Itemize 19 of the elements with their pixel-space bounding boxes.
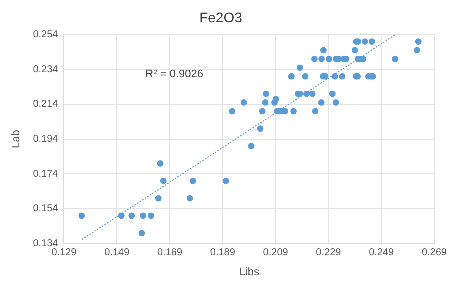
y-tick-label: 0.214: [33, 99, 59, 110]
chart-title: Fe2O3: [200, 9, 243, 26]
y-tick-label: 0.134: [33, 238, 59, 250]
y-tick-label: 0.254: [33, 30, 59, 41]
x-tick-label: 0.269: [422, 248, 448, 259]
y-tick-label: 0.174: [33, 168, 59, 180]
x-tick-label: 0.169: [158, 248, 183, 259]
x-tick-label: 0.229: [316, 248, 342, 259]
annotation: R² = 0.9026: [146, 68, 204, 81]
y-axis-title: Lab: [10, 130, 23, 148]
y-tick-label: 0.194: [33, 134, 59, 146]
x-axis-title: Libs: [239, 266, 260, 278]
y-tick-label: 0.234: [33, 64, 59, 76]
y-tick-label: 0.154: [33, 204, 59, 215]
x-tick-label: 0.249: [369, 248, 395, 259]
x-tick-label: 0.189: [210, 248, 236, 259]
x-tick-label: 0.149: [104, 248, 130, 259]
x-tick-label: 0.209: [263, 248, 289, 259]
x-tick-label: 0.129: [52, 248, 78, 259]
